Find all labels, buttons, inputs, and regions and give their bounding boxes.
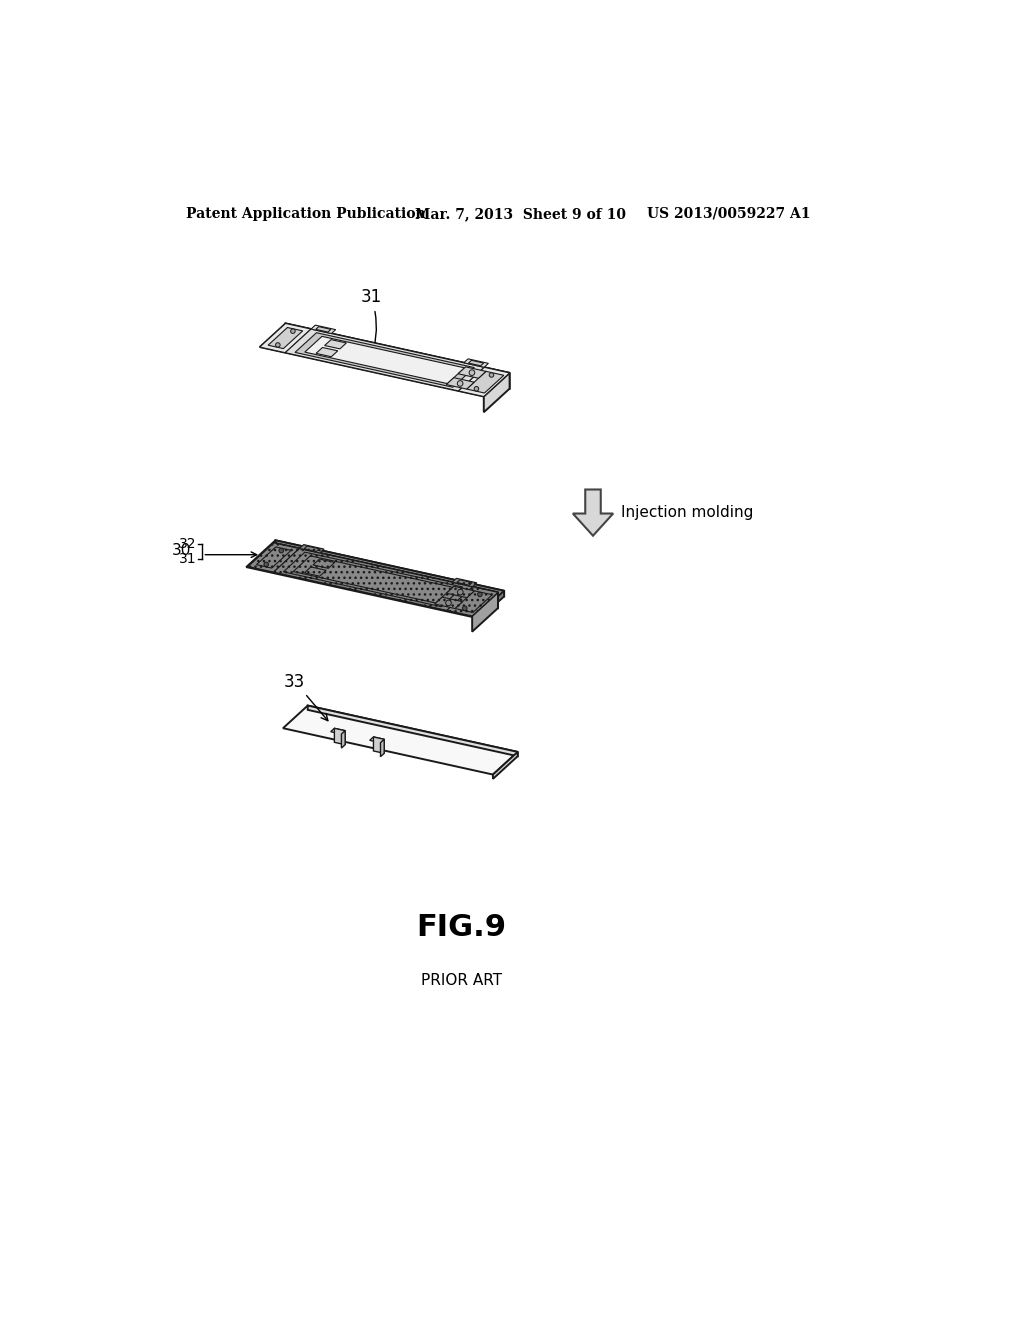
Polygon shape	[304, 546, 319, 552]
Polygon shape	[464, 359, 488, 367]
Polygon shape	[248, 543, 299, 572]
Polygon shape	[275, 540, 504, 597]
Circle shape	[279, 548, 284, 553]
Polygon shape	[453, 578, 477, 586]
Polygon shape	[493, 752, 518, 779]
Polygon shape	[274, 543, 498, 609]
Text: 33: 33	[285, 673, 328, 721]
Polygon shape	[374, 737, 384, 754]
Circle shape	[477, 593, 482, 597]
Text: Patent Application Publication: Patent Application Publication	[186, 207, 426, 220]
Polygon shape	[446, 586, 474, 598]
Polygon shape	[472, 593, 498, 632]
Polygon shape	[335, 729, 345, 744]
Polygon shape	[315, 326, 331, 333]
Circle shape	[458, 380, 463, 387]
Polygon shape	[325, 339, 346, 348]
Polygon shape	[455, 591, 493, 612]
Text: 32: 32	[179, 537, 197, 550]
Circle shape	[469, 370, 475, 375]
Polygon shape	[304, 566, 326, 577]
Circle shape	[264, 562, 268, 566]
Polygon shape	[305, 337, 465, 384]
Circle shape	[291, 329, 295, 334]
Polygon shape	[284, 552, 463, 607]
Polygon shape	[381, 739, 384, 756]
Polygon shape	[293, 556, 453, 603]
Circle shape	[445, 601, 452, 606]
Circle shape	[463, 606, 467, 610]
Polygon shape	[434, 597, 463, 609]
Text: US 2013/0059227 A1: US 2013/0059227 A1	[647, 207, 811, 220]
Polygon shape	[313, 560, 335, 569]
Text: 30: 30	[172, 544, 191, 558]
Polygon shape	[572, 490, 613, 536]
Circle shape	[458, 589, 463, 595]
Polygon shape	[248, 543, 498, 616]
Polygon shape	[446, 378, 474, 389]
Polygon shape	[273, 549, 472, 610]
Text: Mar. 7, 2013  Sheet 9 of 10: Mar. 7, 2013 Sheet 9 of 10	[415, 207, 626, 220]
Polygon shape	[268, 327, 303, 348]
Polygon shape	[308, 706, 518, 756]
Circle shape	[275, 343, 281, 347]
Polygon shape	[331, 729, 345, 734]
Polygon shape	[341, 731, 345, 748]
Polygon shape	[475, 591, 504, 623]
Circle shape	[489, 372, 494, 378]
Text: 31: 31	[178, 552, 197, 565]
Polygon shape	[260, 323, 510, 396]
Polygon shape	[458, 367, 486, 379]
Polygon shape	[256, 546, 291, 568]
Text: PRIOR ART: PRIOR ART	[421, 973, 502, 989]
Polygon shape	[468, 360, 483, 366]
Polygon shape	[286, 329, 484, 391]
Polygon shape	[370, 737, 384, 743]
Circle shape	[474, 387, 478, 391]
Polygon shape	[286, 323, 510, 388]
Polygon shape	[459, 367, 510, 396]
Text: FIG.9: FIG.9	[416, 913, 506, 942]
Polygon shape	[260, 323, 311, 352]
Text: 31: 31	[360, 288, 382, 359]
Polygon shape	[467, 371, 504, 393]
Polygon shape	[483, 374, 510, 412]
Polygon shape	[299, 545, 324, 553]
Polygon shape	[246, 540, 504, 618]
Polygon shape	[457, 579, 472, 585]
Polygon shape	[316, 347, 338, 356]
Polygon shape	[311, 325, 336, 334]
Text: Injection molding: Injection molding	[621, 506, 754, 520]
Polygon shape	[295, 333, 474, 387]
Polygon shape	[446, 586, 498, 616]
Polygon shape	[283, 706, 518, 775]
